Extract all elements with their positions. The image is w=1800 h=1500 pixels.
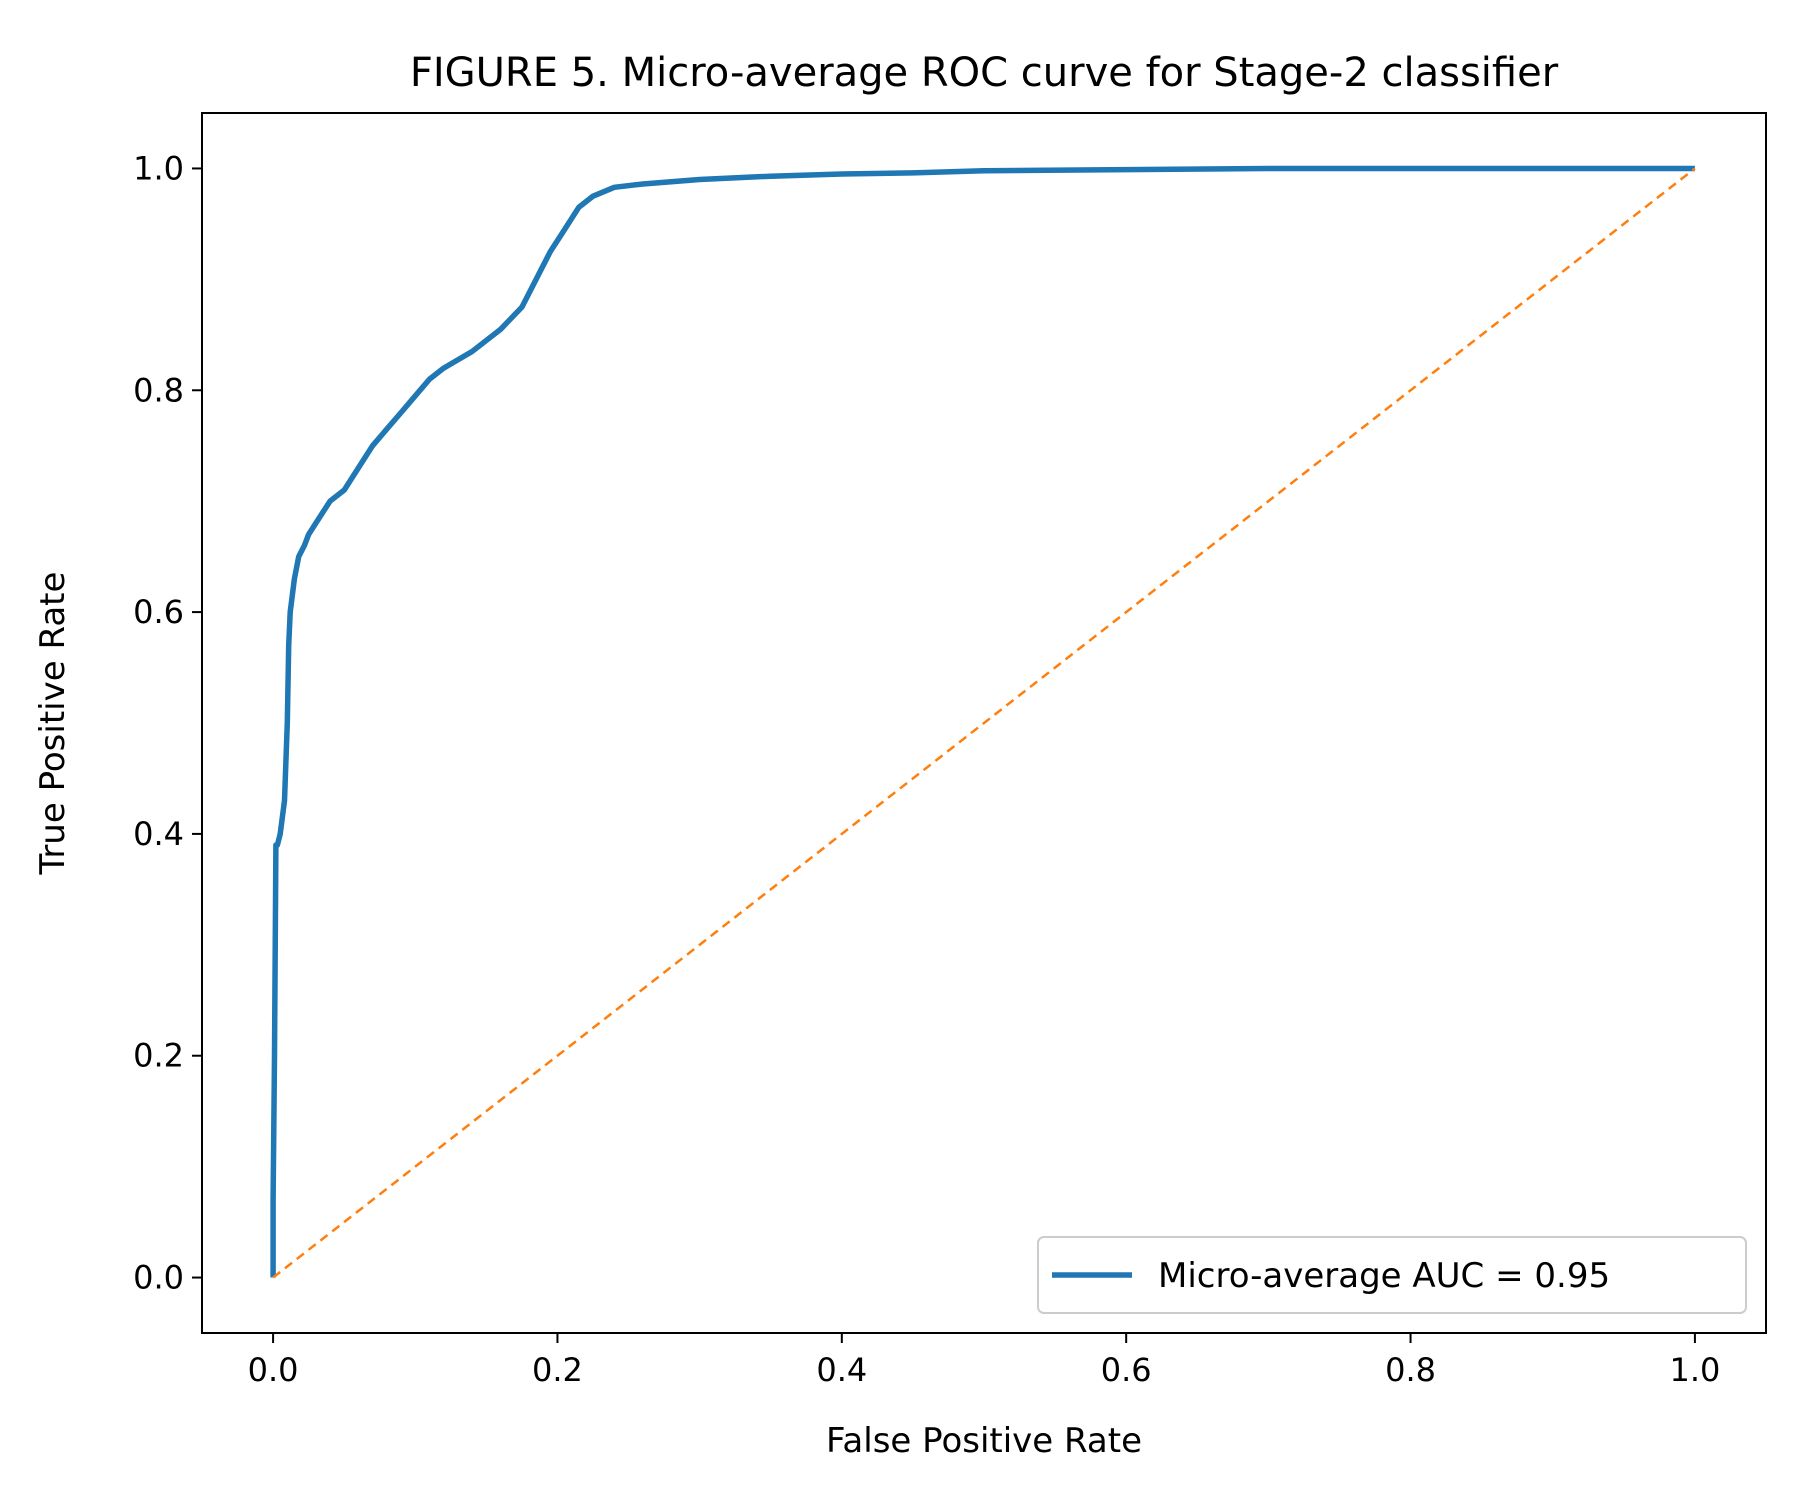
x-tick-label: 0.4 — [816, 1351, 867, 1389]
y-tick-label: 0.2 — [133, 1037, 184, 1075]
y-tick-label: 0.4 — [133, 815, 184, 853]
y-axis: 0.0 0.2 0.4 0.6 0.8 1.0 — [133, 149, 202, 1297]
y-axis-label: True Positive Rate — [33, 572, 73, 876]
x-axis-label: False Positive Rate — [826, 1421, 1142, 1461]
chart-title: FIGURE 5. Micro-average ROC curve for St… — [410, 50, 1559, 96]
chance-diagonal-line — [272, 167, 1696, 1279]
x-axis: 0.0 0.2 0.4 0.6 0.8 1.0 — [248, 1333, 1720, 1389]
x-tick-label: 0.0 — [248, 1351, 299, 1389]
series-layer — [270, 165, 1696, 1279]
y-tick-label: 0.6 — [133, 593, 184, 631]
x-tick-label: 0.8 — [1385, 1351, 1436, 1389]
legend: Micro-average AUC = 0.95 — [1037, 1236, 1747, 1314]
x-tick-label: 1.0 — [1669, 1351, 1720, 1389]
plot-frame — [201, 112, 1767, 1334]
legend-box — [1037, 1236, 1747, 1314]
y-tick-label: 1.0 — [133, 149, 184, 187]
x-tick-label: 0.6 — [1101, 1351, 1152, 1389]
y-tick-label: 0.0 — [133, 1259, 184, 1297]
x-tick-label: 0.2 — [532, 1351, 583, 1389]
legend-entry-label: Micro-average AUC = 0.95 — [1158, 1256, 1610, 1296]
y-tick-label: 0.8 — [133, 371, 184, 409]
roc-curve-line — [270, 165, 1695, 1278]
